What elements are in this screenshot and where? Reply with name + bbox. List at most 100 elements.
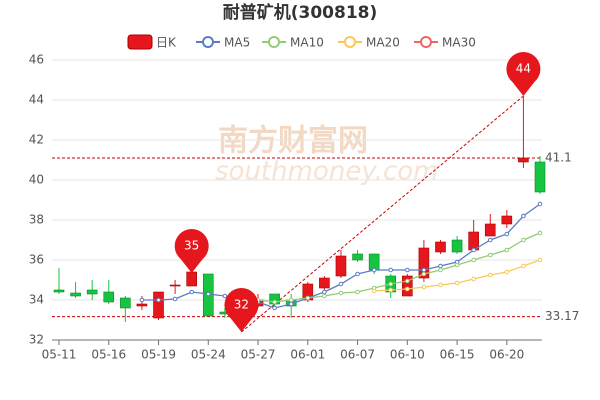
legend-swatch — [127, 34, 153, 50]
ma-point — [471, 276, 476, 282]
candle-body — [335, 255, 347, 277]
ma-point — [388, 267, 394, 273]
watermark: 南方财富网 — [218, 124, 368, 159]
ma-point — [521, 263, 526, 269]
legend-label: MA20 — [366, 36, 400, 50]
y-tick-label: 36 — [29, 253, 44, 267]
watermark: southmoney.com — [215, 157, 438, 187]
ma-point — [487, 237, 493, 243]
y-tick-label: 46 — [29, 53, 44, 67]
legend-label: MA5 — [224, 36, 250, 50]
candle-body — [86, 289, 98, 295]
x-tick-label: 05-11 — [42, 348, 77, 362]
candle-body — [484, 223, 496, 237]
legend-label: 日K — [156, 36, 177, 50]
ma-point — [388, 281, 394, 287]
y-tick-label: 40 — [29, 173, 44, 187]
ma-point — [388, 287, 394, 293]
candle-body — [518, 157, 529, 163]
ma-point — [355, 271, 360, 277]
x-tick-label: 05-19 — [141, 348, 176, 362]
legend-label: MA10 — [290, 36, 324, 50]
candle-body — [368, 253, 380, 271]
ma-point — [322, 289, 327, 295]
legend-label: MA30 — [442, 36, 476, 50]
y-tick-label: 44 — [29, 93, 44, 107]
ma-point — [421, 284, 427, 290]
ma-point — [487, 272, 493, 278]
ma-point — [471, 247, 476, 253]
ma-point — [371, 267, 377, 273]
ma-point — [272, 299, 277, 305]
ma-point — [504, 247, 510, 253]
candle-body — [534, 161, 546, 193]
ma-point — [521, 237, 526, 243]
candle-body — [103, 291, 115, 303]
ma-point — [172, 296, 178, 302]
chart-title: 耐普矿机(300818) — [223, 2, 378, 23]
x-tick-label: 06-10 — [390, 348, 425, 362]
ma-point — [537, 230, 543, 236]
ma-point — [288, 301, 294, 307]
ma-point — [438, 267, 443, 273]
candle-body — [451, 239, 463, 253]
ma-point — [454, 280, 460, 286]
ma-point — [504, 231, 510, 237]
candle-body — [136, 303, 148, 307]
pin — [224, 288, 259, 332]
ma-point — [222, 293, 228, 299]
ma-point — [421, 271, 427, 277]
legend-marker — [202, 36, 214, 48]
pin — [174, 229, 209, 273]
ma-line — [257, 232, 541, 303]
ma-point — [487, 252, 493, 258]
ma-point — [288, 297, 294, 303]
ma-point — [371, 288, 377, 294]
y-tick-label: 32 — [29, 333, 44, 347]
candle-body — [169, 284, 181, 287]
x-tick-label: 06-20 — [489, 348, 524, 362]
ma-point — [537, 201, 543, 207]
ma-point — [405, 267, 410, 273]
candle-body — [120, 297, 131, 309]
reference-label: 41.1 — [545, 151, 572, 165]
ma-point — [537, 257, 543, 263]
ma-point — [405, 286, 410, 292]
x-tick-label: 06-07 — [340, 348, 375, 362]
x-tick-label: 06-15 — [440, 348, 475, 362]
pin — [506, 52, 541, 96]
ma-point — [405, 278, 410, 284]
y-tick-label: 38 — [29, 213, 44, 227]
ma-point — [338, 281, 344, 287]
x-tick-label: 05-27 — [241, 348, 276, 362]
legend-marker — [420, 36, 432, 48]
ma-point — [272, 305, 277, 311]
ma-point — [322, 293, 327, 299]
reference-label: 33.17 — [545, 309, 579, 323]
candle-body — [418, 247, 430, 279]
ma-point — [504, 269, 510, 275]
y-tick-label: 34 — [29, 293, 44, 307]
ma-point — [338, 290, 344, 296]
ma-point — [454, 262, 460, 268]
ma-point — [471, 257, 476, 263]
candle-body — [319, 277, 330, 289]
candle-body — [153, 291, 164, 319]
ma-point — [355, 289, 360, 295]
pin-label: 44 — [516, 62, 531, 76]
ma-point — [156, 297, 161, 303]
x-tick-label: 05-16 — [91, 348, 126, 362]
candle-body — [352, 253, 363, 261]
ma-point — [139, 297, 145, 303]
candle-body — [70, 292, 81, 297]
ma-point — [305, 295, 311, 301]
pin-label: 32 — [234, 298, 249, 312]
candle-body — [186, 271, 197, 287]
y-tick-label: 42 — [29, 133, 44, 147]
ma-point — [438, 263, 443, 269]
ma-point — [438, 282, 443, 288]
x-tick-label: 05-24 — [191, 348, 226, 362]
candle-body — [53, 289, 65, 293]
ma-point — [521, 213, 526, 219]
x-tick-label: 06-01 — [290, 348, 325, 362]
